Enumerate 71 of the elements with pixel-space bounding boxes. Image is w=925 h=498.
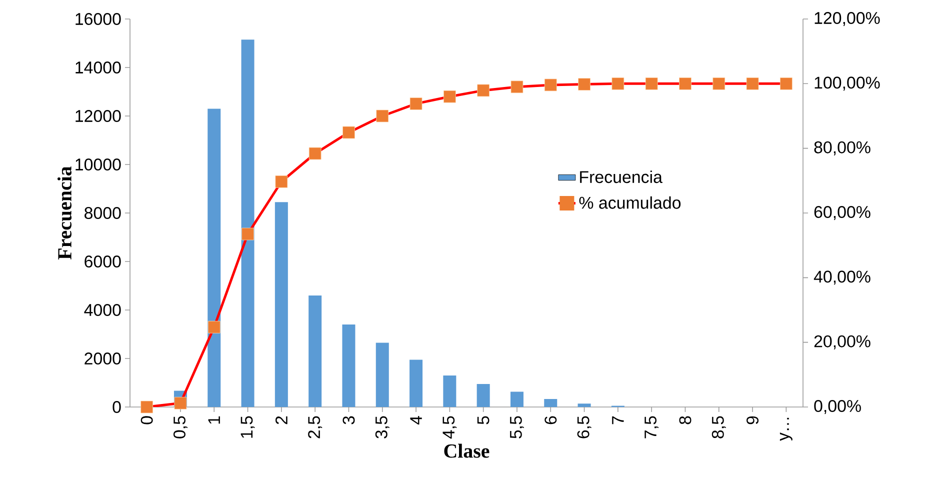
x-tick-label: 8 (679, 416, 692, 424)
point (443, 90, 456, 103)
y2-tick-label: 20,00% (814, 335, 870, 350)
y2-tick-label: 0,00% (814, 400, 861, 414)
x-tick-label: 0,5 (173, 416, 188, 438)
x-tick-label: 0 (140, 416, 153, 424)
y-tick-label: 14000 (76, 62, 121, 74)
y-tick-label: 6000 (84, 256, 121, 268)
x-tick-label: 6,5 (577, 416, 592, 438)
y2-tick-label: 100,00% (814, 76, 880, 91)
point (510, 80, 524, 94)
x-tick-label: 4 (410, 416, 422, 425)
x-tick-label: 9 (746, 416, 759, 424)
point (208, 320, 220, 334)
point (645, 77, 658, 90)
bar (510, 392, 524, 407)
point (242, 228, 254, 240)
legend-label: Frecuencia (580, 170, 662, 184)
bar (578, 404, 591, 407)
x-tick-label: 3,5 (375, 416, 390, 438)
point (410, 98, 422, 110)
point (342, 126, 355, 139)
point (612, 77, 624, 90)
bar (274, 202, 288, 407)
bar (443, 375, 456, 407)
x-tick-label: 2,5 (308, 416, 322, 438)
x-tick-label: 6 (544, 416, 557, 424)
x-tick-label: 5 (477, 416, 490, 424)
x-axis-title: Clase (444, 444, 490, 458)
bar (410, 360, 423, 407)
y2-tick-label: 120,00% (814, 12, 880, 26)
point (746, 77, 759, 90)
legend-label: % acumulado (579, 196, 681, 209)
x-tick-label: 5,5 (510, 416, 524, 438)
x-tick-label: 1 (208, 416, 220, 424)
y-tick-label: 16000 (76, 13, 121, 25)
y2-tick-label: 80,00% (814, 141, 870, 156)
x-tick-label: 4,5 (442, 416, 457, 439)
y-axis-title: Frecuencia (57, 166, 72, 260)
bar (342, 324, 356, 407)
x-tick-label: 1,5 (240, 416, 255, 438)
x-tick-label: 8,5 (712, 416, 726, 438)
point (712, 77, 726, 90)
y-tick-label: 10000 (76, 158, 121, 170)
y-tick-label: 0 (112, 401, 121, 413)
point (780, 77, 792, 90)
point (140, 400, 154, 414)
y-tick-label: 12000 (76, 110, 121, 122)
x-tick-label: 3 (342, 416, 355, 424)
x-tick-label: 7 (612, 416, 624, 424)
bar (476, 384, 490, 407)
x-tick-label: 7,5 (644, 416, 658, 438)
bar (544, 398, 558, 407)
bar (208, 108, 221, 407)
bar (308, 295, 322, 407)
point (544, 78, 557, 92)
y-tick-label: 4000 (84, 304, 121, 316)
point (477, 84, 490, 97)
x-tick-label: y… (780, 418, 792, 441)
bar (376, 342, 389, 407)
point (308, 147, 322, 160)
y-tick-label: 8000 (84, 207, 121, 219)
point (376, 110, 389, 122)
point (275, 175, 288, 188)
point (679, 77, 692, 90)
bar (241, 40, 254, 407)
point (578, 78, 590, 91)
y2-tick-label: 60,00% (814, 206, 870, 220)
y2-tick-label: 40,00% (814, 270, 870, 285)
x-tick-label: 2 (276, 416, 288, 424)
y-tick-label: 2000 (84, 352, 121, 364)
